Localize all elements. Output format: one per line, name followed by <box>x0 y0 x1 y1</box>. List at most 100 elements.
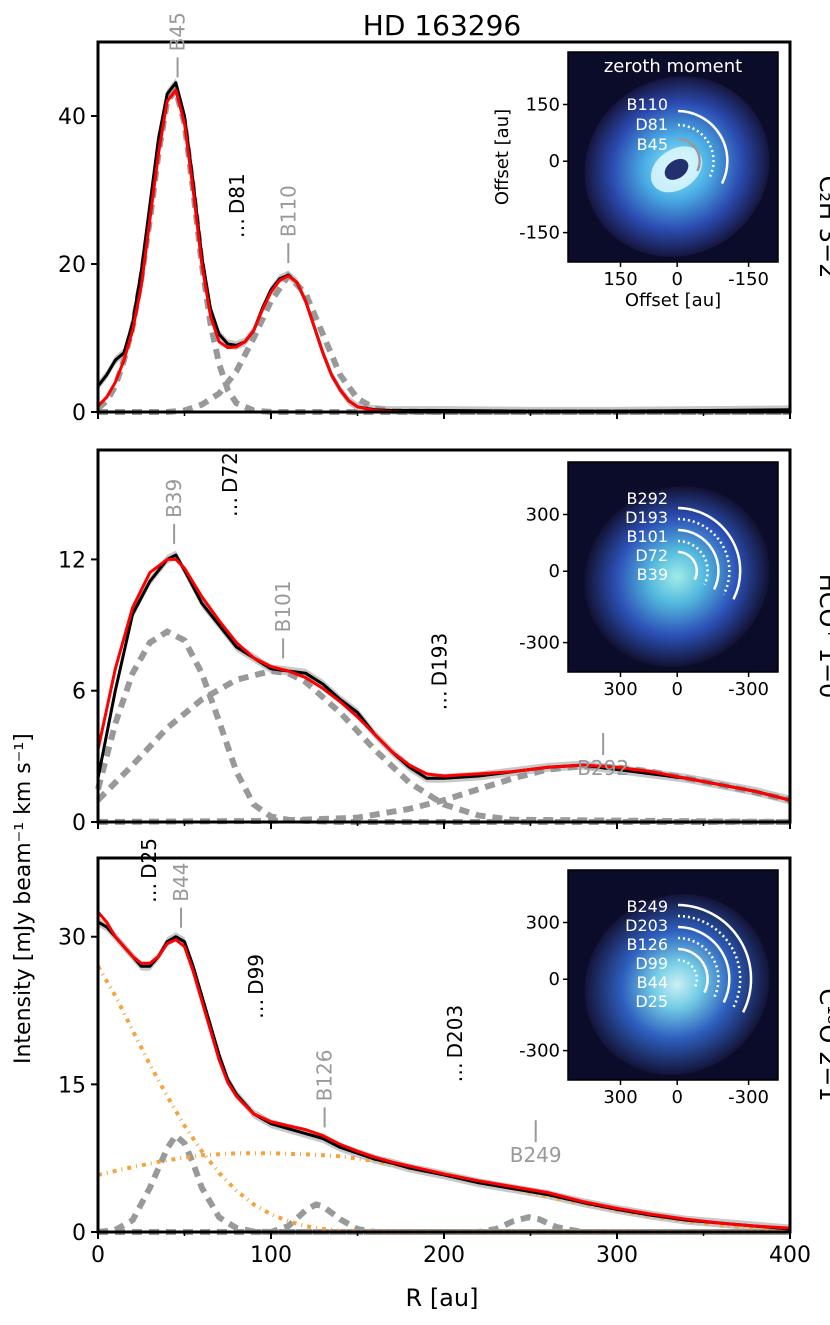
x-tick-label: 400 <box>769 1243 811 1268</box>
inset-x-label: Offset [au] <box>625 290 721 311</box>
y-tick-label: 30 <box>58 926 86 951</box>
annotation-b44: B44 <box>169 863 193 902</box>
inset-label-d203: D203 <box>625 916 668 935</box>
marker-dots: … <box>225 218 249 238</box>
ring-arc-b292 <box>677 506 742 600</box>
annotation-b101: B101 <box>271 580 295 632</box>
annotation-b39: B39 <box>162 479 186 518</box>
series-data <box>96 553 791 802</box>
inset-y-tick-label: 0 <box>549 561 560 582</box>
inset-x-tick-label: -150 <box>728 269 769 290</box>
inset-x-tick-label: -300 <box>728 1087 769 1108</box>
inset-label-d99: D99 <box>635 954 668 973</box>
ring-arc-b39 <box>677 550 698 581</box>
inset-label-d81: D81 <box>635 115 668 134</box>
annotation-b249: B249 <box>510 1143 562 1167</box>
ring-arc-b249 <box>677 903 753 1013</box>
x-tick-label: 300 <box>596 1243 638 1268</box>
panel-label: C₂H 3−2 <box>814 176 830 279</box>
inner-gap <box>664 158 689 180</box>
y-tick-label: 20 <box>58 253 86 278</box>
panel-label: C¹⁸O 2−1 <box>814 988 830 1101</box>
marker-dots: … <box>218 497 242 517</box>
ring-arc-b44 <box>677 947 709 994</box>
inset-x-tick-label: 0 <box>671 1087 682 1108</box>
y-tick-label: 0 <box>72 1221 86 1246</box>
component-b249 <box>98 1214 790 1235</box>
inset-y-tick-label: 300 <box>526 913 560 934</box>
y-tick-label: 0 <box>72 811 86 836</box>
inset-y-tick-label: 150 <box>526 95 560 116</box>
ring-arc-b126 <box>677 925 731 1003</box>
y-tick-label: 12 <box>58 548 86 573</box>
ring-arc-d203 <box>677 914 742 1008</box>
inset-label-b292: B292 <box>626 489 668 508</box>
inset-label-d25: D25 <box>635 992 668 1011</box>
ring-arc-d72 <box>677 539 709 586</box>
annotation-d203: D203 <box>443 1005 467 1059</box>
annotation-b110: B110 <box>276 185 300 237</box>
inset-y-tick-label: -150 <box>519 223 560 244</box>
inset-label-b110: B110 <box>626 95 668 114</box>
x-axis-label: R [au] <box>406 1284 479 1312</box>
series-model <box>96 557 791 802</box>
ring-arc-d81 <box>677 123 715 178</box>
component-b45 <box>96 83 790 415</box>
figure-title: HD 163296 <box>363 9 521 42</box>
y-axis-label: Intensity [mJy beam⁻¹ km s⁻¹] <box>11 733 36 1064</box>
annotation-b45: B45 <box>166 12 190 51</box>
series-model <box>96 911 791 1230</box>
annotation-d193: D193 <box>428 633 452 687</box>
ring-arc-d193 <box>677 517 731 595</box>
ring-arc-b110 <box>677 109 729 185</box>
disk-emission <box>584 486 770 667</box>
annotation-d72: D72 <box>218 452 242 493</box>
inset-y-tick-label: 0 <box>549 969 560 990</box>
marker-dots: … <box>443 1062 467 1082</box>
ring-arc-b101 <box>677 528 720 591</box>
inset-label-d193: D193 <box>625 508 668 527</box>
x-tick-label: 0 <box>91 1243 105 1268</box>
annotation-d25: D25 <box>137 838 161 879</box>
inset-label-b39: B39 <box>637 565 668 584</box>
y-tick-label: 6 <box>72 680 86 705</box>
x-tick-label: 200 <box>423 1243 465 1268</box>
inset-x-tick-label: 150 <box>603 269 637 290</box>
component-b126 <box>98 1201 790 1235</box>
inset-label-b101: B101 <box>626 527 668 546</box>
inset-label-b44: B44 <box>637 973 668 992</box>
x-tick-label: 100 <box>250 1243 292 1268</box>
panel-label: HCO⁺ 1−0 <box>814 574 830 699</box>
disk-emission <box>584 894 770 1075</box>
y-tick-label: 15 <box>58 1073 86 1098</box>
ring-arc-b45 <box>677 137 701 172</box>
inset-y-tick-label: -300 <box>519 1041 560 1062</box>
inset-title: zeroth moment <box>604 56 742 77</box>
annotation-d81: D81 <box>225 173 249 214</box>
inset-x-tick-label: 300 <box>603 679 637 700</box>
y-tick-label: 0 <box>72 401 86 426</box>
inset-label-d72: D72 <box>635 546 668 565</box>
inset-x-tick-label: 300 <box>603 1087 637 1108</box>
inset-y-label: Offset [au] <box>492 109 513 205</box>
inset-x-tick-label: -300 <box>728 679 769 700</box>
inset-y-tick-label: 0 <box>549 151 560 172</box>
marker-dots: … <box>137 883 161 903</box>
marker-dots: … <box>428 690 452 710</box>
inset-x-tick-label: 0 <box>671 269 682 290</box>
y-tick-label: 40 <box>58 105 86 130</box>
inset-label-b249: B249 <box>626 897 668 916</box>
component-b101 <box>95 667 791 825</box>
inset-label-b45: B45 <box>637 135 668 154</box>
ring-arc-d99 <box>677 936 720 999</box>
annotation-b126: B126 <box>313 1049 337 1101</box>
inset-y-tick-label: -300 <box>519 633 560 654</box>
inset-label-b126: B126 <box>626 935 668 954</box>
inset-y-tick-label: 300 <box>526 505 560 526</box>
marker-dots: … <box>244 999 268 1019</box>
